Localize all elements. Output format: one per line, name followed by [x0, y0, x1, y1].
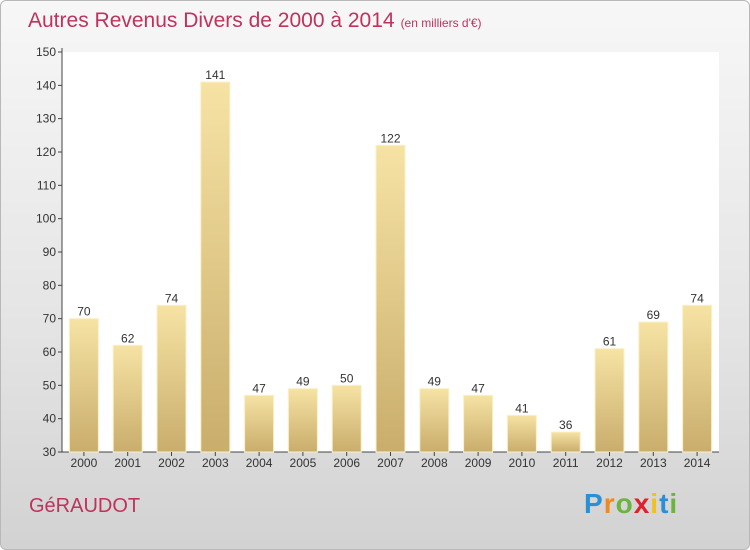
y-tick-label: 100	[36, 212, 56, 226]
bar-value-label: 69	[647, 308, 661, 322]
y-tick-label: 60	[43, 345, 57, 359]
x-tick-label: 2002	[158, 456, 185, 470]
y-tick-label: 130	[36, 112, 56, 126]
bar	[331, 384, 362, 453]
x-tick-label: 2013	[640, 456, 667, 470]
x-tick-label: 2003	[202, 456, 229, 470]
x-tick-label: 2004	[246, 456, 273, 470]
bar-value-label: 47	[252, 381, 266, 395]
y-tick-label: 80	[43, 278, 57, 292]
y-tick-label: 120	[36, 145, 56, 159]
bar	[506, 414, 537, 453]
bar-value-label: 74	[165, 291, 179, 305]
bar-value-label: 49	[428, 375, 442, 389]
logo-letter: i	[669, 488, 679, 519]
title-main: Autres Revenus Divers de 2000 à 2014	[28, 9, 395, 32]
bar	[287, 388, 318, 453]
bar	[463, 394, 494, 453]
x-tick-label: 2001	[114, 456, 141, 470]
x-tick-label: 2008	[421, 456, 448, 470]
bar	[156, 304, 187, 453]
y-tick-label: 110	[37, 178, 56, 192]
x-tick-label: 2011	[553, 456, 579, 470]
logo-letter: o	[615, 488, 634, 519]
x-tick-label: 2000	[71, 456, 98, 470]
y-tick-label: 150	[36, 45, 56, 59]
bar-value-label: 62	[121, 331, 135, 345]
bar	[550, 431, 581, 453]
bar-value-label: 49	[296, 375, 310, 389]
bar-value-label: 74	[690, 291, 704, 305]
y-tick-label: 70	[43, 312, 57, 326]
bar-value-label: 70	[77, 305, 91, 319]
bar	[200, 81, 231, 453]
bar-value-label: 50	[340, 371, 354, 385]
x-tick-label: 2007	[377, 456, 404, 470]
bar	[68, 318, 99, 453]
bar-value-label: 36	[559, 418, 573, 432]
bar-value-label: 122	[380, 131, 400, 145]
x-tick-label: 2009	[465, 456, 492, 470]
chart-title: Autres Revenus Divers de 2000 à 2014 (en …	[28, 9, 482, 33]
bar	[638, 321, 669, 453]
x-tick-label: 2014	[684, 456, 711, 470]
logo-letter: t	[659, 488, 670, 519]
bar	[244, 394, 275, 453]
logo-letter: i	[650, 488, 660, 519]
y-tick-label: 30	[43, 445, 57, 459]
bar-value-label: 61	[603, 335, 617, 349]
logo-letter: r	[603, 488, 616, 519]
commune-name: GéRAUDOT	[29, 495, 141, 517]
x-tick-label: 2010	[509, 456, 536, 470]
bar-value-label: 47	[471, 381, 485, 395]
bar	[594, 348, 625, 453]
logo-letter: P	[584, 488, 604, 519]
x-tick-label: 2005	[290, 456, 317, 470]
x-tick-label: 2006	[333, 456, 360, 470]
y-tick-label: 50	[43, 378, 57, 392]
bar-value-label: 141	[205, 68, 225, 82]
bar	[375, 144, 406, 453]
x-tick-label: 2012	[596, 456, 623, 470]
y-tick-label: 140	[36, 78, 56, 92]
proxiti-logo: Proxiti	[584, 488, 678, 520]
y-tick-label: 90	[43, 245, 57, 259]
title-unit: (en milliers d'€)	[400, 16, 482, 30]
logo-letter: x	[633, 488, 651, 519]
bar	[112, 344, 143, 453]
y-tick-label: 40	[43, 412, 57, 426]
bar-value-label: 41	[515, 401, 529, 415]
bar	[419, 388, 450, 453]
bar	[682, 304, 713, 453]
